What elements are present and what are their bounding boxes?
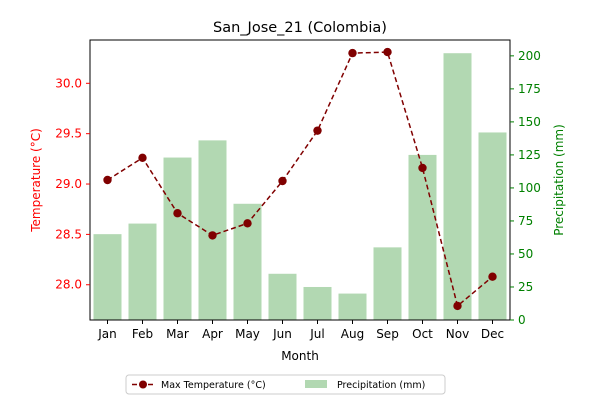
left-tick-label: 28.5 <box>55 227 82 241</box>
temp-point-dec <box>488 272 497 281</box>
precip-bar-jun <box>268 273 297 320</box>
precip-bar-mar <box>163 157 192 320</box>
x-tick-label: Mar <box>166 327 189 341</box>
x-tick-label: Oct <box>412 327 433 341</box>
right-tick-label: 50 <box>518 247 533 261</box>
legend-label-temperature: Max Temperature (°C) <box>161 380 266 391</box>
left-axis-label: Temperature (°C) <box>29 128 43 233</box>
precip-bar-nov <box>443 53 472 320</box>
temp-series-line <box>107 51 493 308</box>
precip-bar-jan <box>93 234 122 320</box>
x-tick-label: Sep <box>376 327 399 341</box>
x-tick-label: Jun <box>272 327 292 341</box>
legend-label-precipitation: Precipitation (mm) <box>337 380 425 391</box>
legend-bar-swatch <box>305 380 327 388</box>
temp-point-jul <box>313 126 322 135</box>
right-tick-label: 100 <box>518 181 541 195</box>
x-tick-label: Nov <box>446 327 469 341</box>
temp-point-sep <box>383 47 392 57</box>
precip-bar-dec <box>478 132 507 320</box>
left-tick-label: 29.0 <box>55 177 82 191</box>
legend-marker-swatch <box>139 380 147 389</box>
right-tick-label: 175 <box>518 82 541 96</box>
left-tick-label: 29.5 <box>55 127 82 141</box>
temp-point-mar <box>173 209 182 218</box>
axes: Jan Feb Mar Apr May Jun Jul Aug Sep Oct Nov Dec 28.0… <box>55 39 541 341</box>
plot-frame <box>89 39 511 321</box>
precip-bar-aug <box>338 293 367 320</box>
temp-point-may <box>243 219 252 228</box>
right-tick-label: 200 <box>518 49 541 63</box>
temp-point-jun <box>278 176 287 186</box>
precip-bar-apr <box>198 140 227 320</box>
right-axis-label: Precipitation (mm) <box>552 124 566 236</box>
right-tick-label: 125 <box>518 148 541 162</box>
temp-line <box>103 47 497 311</box>
x-tick-label: Dec <box>481 327 504 341</box>
temp-point-nov <box>453 301 462 311</box>
x-tick-label: Apr <box>202 327 223 341</box>
legend-box <box>125 374 446 395</box>
temp-point-aug <box>348 48 357 58</box>
precip-bar-jul <box>303 286 332 320</box>
precip-bar-oct <box>408 154 437 320</box>
temp-point-jan <box>103 175 112 185</box>
x-tick-label: Aug <box>341 327 364 341</box>
precip-bar-feb <box>128 223 157 320</box>
right-tick-label: 75 <box>518 214 533 228</box>
precip-bar-sep <box>373 247 402 320</box>
x-tick-label: Jan <box>97 327 117 341</box>
left-tick-label: 28.0 <box>55 278 82 292</box>
chart-title: San_Jose_21 (Colombia) <box>213 20 387 36</box>
temp-point-oct <box>418 163 427 173</box>
left-tick-label: 30.0 <box>55 76 82 90</box>
right-tick-label: 25 <box>518 280 533 294</box>
x-axis-label: Month <box>281 349 319 363</box>
x-tick-label: Feb <box>132 327 153 341</box>
right-tick-label: 150 <box>518 115 541 129</box>
x-tick-label: Jul <box>309 327 324 341</box>
temp-point-feb <box>138 153 147 163</box>
x-tick-label: May <box>235 327 260 341</box>
precip-bars <box>93 53 507 320</box>
temp-point-apr <box>208 231 217 240</box>
legend: Max Temperature (°C) Precipitation (mm) <box>125 374 446 395</box>
right-tick-label: 0 <box>518 313 526 327</box>
